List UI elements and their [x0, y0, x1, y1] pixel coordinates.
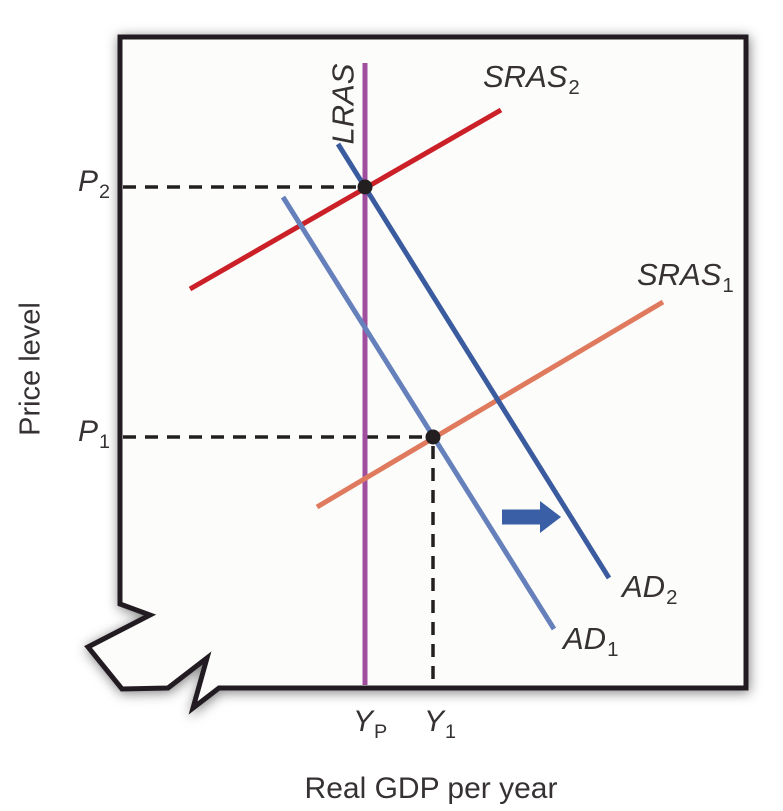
- ad1-curve: [280, 195, 557, 631]
- p1-tick-subscript: 1: [99, 431, 111, 454]
- sras2-label: SRAS2: [483, 59, 580, 98]
- p1-tick-label: P1: [78, 415, 110, 453]
- sras1-label-text: SRAS: [637, 257, 722, 292]
- ad1-label: AD1: [563, 621, 618, 660]
- ad-shift-right-arrow-icon: [502, 501, 561, 533]
- ad1-label-text: AD: [563, 621, 607, 656]
- yp-tick-label: YP: [353, 705, 387, 743]
- ad2-label-text: AD: [622, 569, 666, 604]
- lras-label: LRAS: [325, 63, 361, 145]
- p2-tick-label: P2: [78, 165, 110, 203]
- y1-tick-subscript: 1: [445, 721, 457, 744]
- y1-tick-text: Y: [424, 705, 445, 738]
- ad2-curve: [335, 142, 612, 580]
- p2-tick-text: P: [78, 165, 99, 198]
- p2-tick-subscript: 2: [99, 181, 111, 204]
- sras2-curve: [188, 107, 503, 292]
- lras-label-text: LRAS: [325, 63, 361, 145]
- y-axis-title: Price level: [14, 302, 47, 436]
- sras2-label-subscript: 2: [568, 76, 580, 100]
- sras1-label: SRAS1: [637, 257, 734, 296]
- y1-tick-label: Y1: [424, 705, 456, 743]
- p1-equilibrium-dot: [425, 429, 441, 445]
- ad2-label-subscript: 2: [666, 586, 678, 610]
- sras1-curve: [315, 299, 665, 510]
- sras2-label-text: SRAS: [483, 59, 568, 94]
- yp-tick-subscript: P: [374, 721, 388, 744]
- yp-tick-text: Y: [353, 705, 374, 738]
- p2-equilibrium-dot: [357, 179, 373, 195]
- plot-box-with-axis-break: [84, 34, 749, 715]
- x-axis-title: Real GDP per year: [304, 772, 558, 805]
- sras1-label-subscript: 1: [722, 274, 734, 298]
- ad2-label: AD2: [622, 569, 677, 608]
- p1-tick-text: P: [78, 415, 99, 448]
- ad1-label-subscript: 1: [607, 638, 619, 662]
